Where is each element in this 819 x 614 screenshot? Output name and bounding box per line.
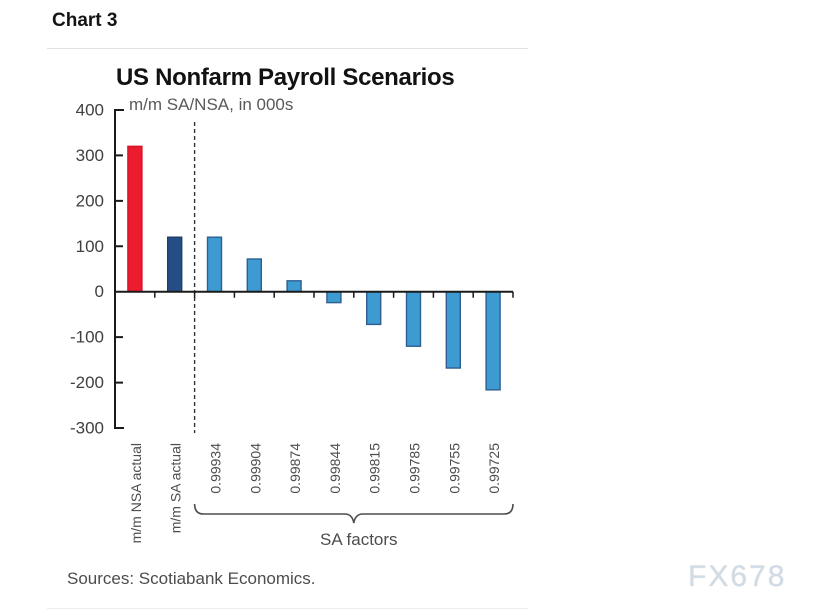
y-axis bbox=[114, 109, 124, 429]
sa-factors-group-label: SA factors bbox=[320, 530, 397, 549]
bar bbox=[286, 280, 302, 293]
bar bbox=[326, 291, 342, 304]
fx678-watermark: FX678 bbox=[688, 560, 787, 593]
bar bbox=[127, 145, 143, 293]
y-tick-label: 400 bbox=[76, 101, 104, 120]
y-axis-ticks bbox=[115, 154, 123, 384]
x-axis-ticks bbox=[154, 291, 514, 298]
bar bbox=[485, 291, 501, 391]
category-label: 0.99874 bbox=[287, 443, 303, 494]
y-tick-label: 300 bbox=[76, 146, 104, 165]
sa-factors-brace bbox=[193, 503, 514, 524]
y-tick-label: -200 bbox=[70, 373, 104, 392]
top-divider bbox=[47, 48, 528, 49]
category-label: 0.99815 bbox=[367, 443, 383, 494]
y-tick-label: -100 bbox=[70, 328, 104, 347]
y-tick-label: 100 bbox=[76, 237, 104, 256]
chart-number-label: Chart 3 bbox=[52, 10, 118, 31]
y-tick-label: 200 bbox=[76, 191, 104, 210]
bar bbox=[366, 291, 382, 326]
category-label: 0.99904 bbox=[247, 443, 263, 494]
category-label: m/m NSA actual bbox=[128, 443, 144, 543]
category-label: 0.99725 bbox=[486, 443, 502, 494]
y-tick-label: 0 bbox=[95, 282, 104, 301]
bar bbox=[445, 291, 461, 369]
bar bbox=[405, 291, 422, 347]
bottom-divider bbox=[47, 608, 528, 609]
chart-title: US Nonfarm Payroll Scenarios bbox=[116, 64, 455, 91]
y-tick-label: -300 bbox=[70, 419, 104, 438]
sources-note: Sources: Scotiabank Economics. bbox=[67, 569, 316, 588]
bar bbox=[246, 258, 263, 293]
category-label: 0.99844 bbox=[327, 443, 343, 494]
bar bbox=[166, 236, 183, 293]
category-label: 0.99934 bbox=[208, 443, 224, 494]
category-label: m/m SA actual bbox=[168, 443, 184, 533]
category-label: 0.99755 bbox=[446, 443, 462, 494]
chart-subtitle: m/m SA/NSA, in 000s bbox=[129, 95, 294, 114]
category-label: 0.99785 bbox=[407, 443, 423, 494]
bar bbox=[206, 236, 223, 293]
